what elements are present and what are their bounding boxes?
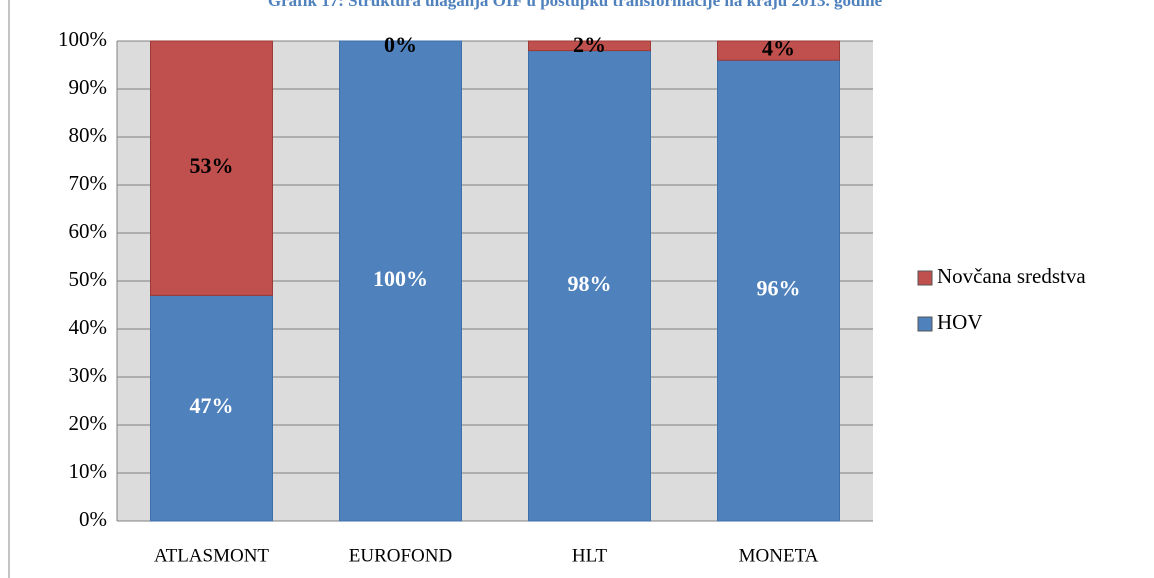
data-label: 53% — [190, 153, 234, 178]
chart-title: Grafik 17: Struktura ulaganja OIF u post… — [268, 0, 883, 10]
y-tick-label: 50% — [69, 267, 108, 291]
x-tick-label: ATLASMONT — [154, 545, 269, 566]
x-tick-label: EUROFOND — [349, 545, 452, 566]
legend-swatch — [917, 316, 933, 332]
bar-segment — [150, 294, 273, 522]
y-tick-label: 60% — [69, 219, 108, 243]
data-label: 4% — [762, 36, 795, 61]
data-label: 0% — [384, 32, 417, 57]
y-tick-label: 80% — [69, 123, 108, 147]
bar-segment — [150, 40, 273, 296]
legend-label: HOV — [937, 310, 983, 334]
y-tick-label: 20% — [69, 411, 108, 435]
y-tick-label: 0% — [79, 507, 107, 531]
bar-segment — [717, 40, 840, 61]
data-label: 2% — [573, 32, 606, 57]
y-tick-label: 10% — [69, 459, 108, 483]
bar-segment — [528, 50, 651, 522]
y-tick-label: 100% — [58, 27, 107, 51]
data-label: 96% — [757, 276, 801, 301]
y-tick-label: 40% — [69, 315, 108, 339]
y-tick-label: 90% — [69, 75, 108, 99]
legend-swatch — [917, 270, 933, 286]
legend-label: Novčana sredstva — [937, 264, 1086, 288]
bar-segment — [339, 40, 462, 522]
y-tick-label: 30% — [69, 363, 108, 387]
data-label: 100% — [373, 266, 428, 291]
data-label: 47% — [190, 393, 234, 418]
x-tick-label: HLT — [572, 545, 608, 566]
bar-segment — [528, 40, 651, 52]
y-tick-label: 70% — [69, 171, 108, 195]
data-label: 98% — [568, 271, 612, 296]
x-tick-label: MONETA — [739, 545, 819, 566]
